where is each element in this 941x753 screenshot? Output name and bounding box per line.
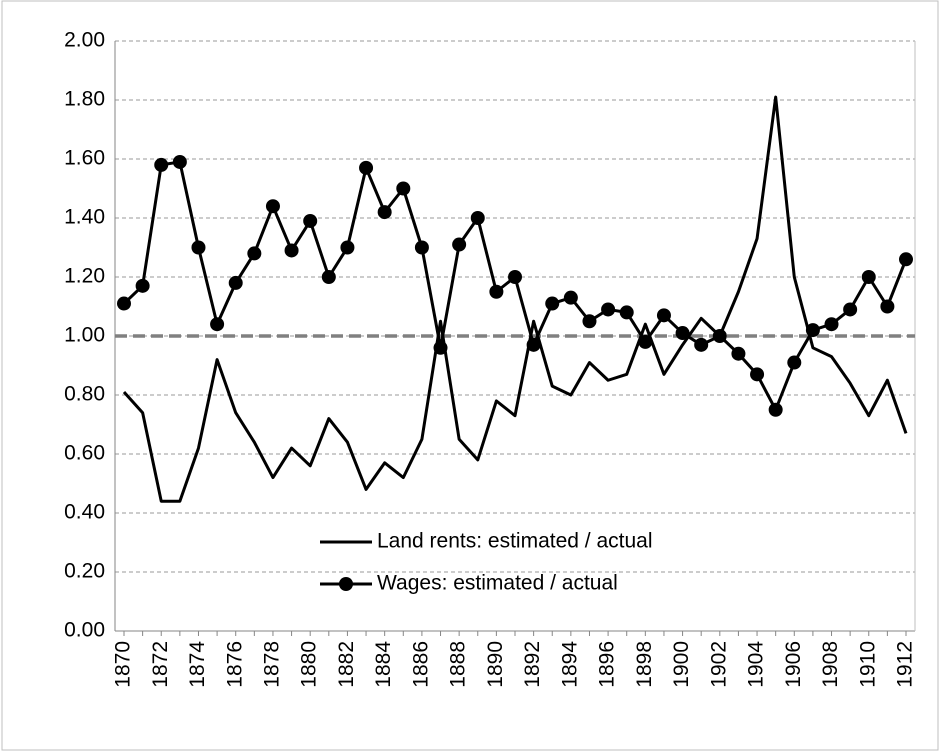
x-tick-label: 1882 (335, 641, 358, 688)
marker (191, 240, 206, 255)
x-tick-label: 1910 (856, 641, 879, 688)
marker (768, 402, 783, 417)
marker (843, 302, 858, 317)
marker (470, 211, 485, 225)
marker (694, 337, 709, 352)
x-tick-label: 1888 (447, 641, 470, 688)
x-tick-label: 1912 (894, 641, 917, 688)
marker (489, 284, 504, 299)
marker (731, 346, 746, 361)
marker (303, 213, 318, 228)
x-tick-label: 1902 (707, 641, 730, 688)
y-tick-label: 1.80 (64, 88, 105, 111)
y-tick-label: 0.20 (64, 560, 105, 583)
marker (899, 252, 913, 267)
x-tick-label: 1880 (298, 641, 321, 688)
x-tick-label: 1898 (633, 641, 656, 688)
marker (750, 367, 765, 382)
marker (601, 302, 616, 317)
marker (284, 243, 299, 258)
marker (545, 296, 560, 311)
series-line (122, 95, 908, 503)
marker (861, 270, 876, 284)
x-tick-label: 1874 (186, 641, 209, 688)
legend-label: Land rents: estimated / actual (377, 530, 653, 553)
marker (247, 246, 262, 261)
x-tick-label: 1876 (223, 641, 246, 688)
y-tick-label: 0.40 (64, 501, 105, 524)
marker (377, 205, 392, 220)
marker (210, 317, 225, 332)
x-tick-label: 1892 (521, 641, 544, 688)
marker (154, 157, 169, 172)
x-tick-label: 1906 (782, 641, 805, 688)
y-tick-label: 0.60 (64, 442, 105, 465)
marker (117, 296, 131, 311)
y-tick-label: 1.20 (64, 265, 105, 288)
marker (414, 240, 429, 255)
marker (340, 240, 355, 255)
marker (433, 340, 448, 355)
marker (359, 160, 374, 175)
x-tick-label: 1872 (149, 641, 172, 688)
marker (265, 199, 280, 214)
x-tick-label: 1904 (745, 641, 768, 688)
marker (526, 337, 541, 352)
marker (135, 278, 150, 293)
marker (824, 317, 839, 332)
marker (563, 290, 578, 305)
marker (619, 305, 634, 320)
x-tick-label: 1884 (372, 641, 395, 688)
marker (787, 355, 802, 370)
x-tick-label: 1886 (409, 641, 432, 688)
marker (638, 334, 653, 349)
y-tick-label: 1.00 (64, 324, 105, 347)
marker (656, 308, 671, 323)
marker (228, 275, 243, 290)
legend-label: Wages: estimated / actual (377, 572, 618, 595)
x-tick-label: 1890 (484, 641, 507, 688)
marker (582, 314, 597, 329)
y-tick-label: 1.60 (64, 147, 105, 170)
marker (805, 323, 820, 338)
marker (452, 237, 467, 252)
marker (321, 270, 336, 284)
marker (880, 299, 895, 314)
y-tick-label: 0.80 (64, 383, 105, 406)
x-tick-label: 1900 (670, 641, 693, 688)
y-tick-label: 2.00 (64, 29, 105, 52)
marker (712, 329, 727, 343)
y-tick-label: 1.40 (64, 206, 105, 229)
marker (508, 270, 522, 284)
x-tick-label: 1878 (260, 641, 283, 688)
legend-marker (339, 577, 353, 591)
marker (172, 154, 187, 169)
y-tick-label: 0.00 (64, 619, 105, 642)
x-tick-label: 1896 (596, 641, 619, 688)
marker (675, 326, 690, 341)
x-tick-label: 1870 (112, 641, 135, 688)
x-tick-label: 1894 (558, 641, 581, 688)
x-tick-label: 1908 (819, 641, 842, 688)
marker (396, 181, 411, 196)
